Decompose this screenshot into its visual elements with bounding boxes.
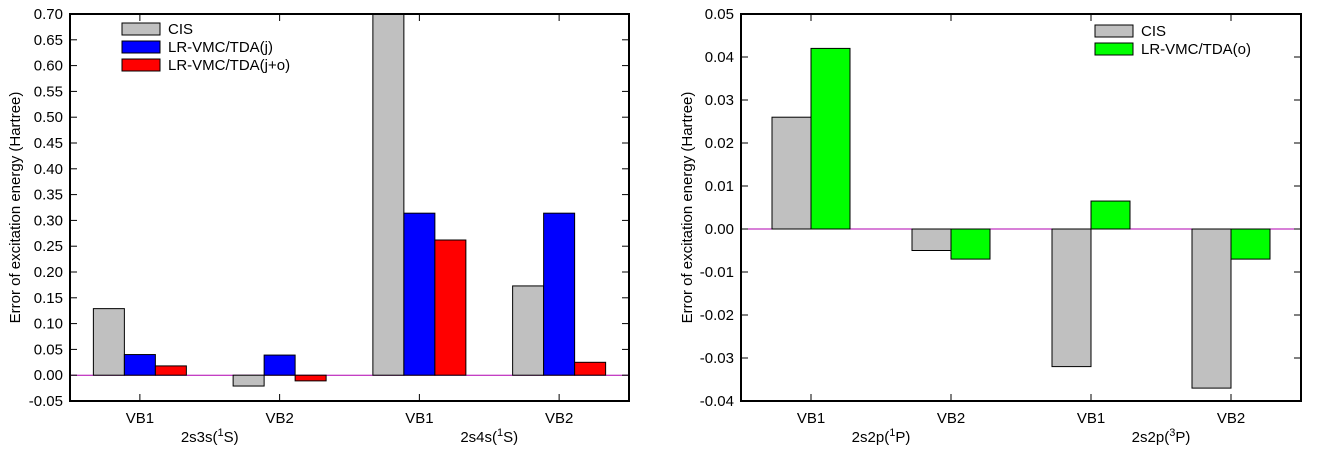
bar-lr-vmc-tda-j--3 (403, 212, 436, 376)
y-tick-label: 0.55 (34, 83, 63, 100)
x-group-label: 2s3s(1S) (181, 427, 239, 446)
bar-lr-vmc-tda-j--1 (123, 354, 156, 376)
y-tick-label: 0.01 (705, 178, 734, 195)
y-tick-label: 0.10 (34, 316, 63, 333)
plot-frame (69, 13, 630, 402)
y-tick-label: 0.02 (705, 135, 734, 152)
x-category-label: VB2 (1217, 410, 1245, 427)
y-tick-label: 0.20 (34, 264, 63, 281)
bar-lr-vmc-tda-o--4 (1230, 228, 1271, 260)
bar-lr-vmc-tda-j-o--3 (434, 239, 467, 376)
y-tick-label: 0.05 (34, 341, 63, 358)
bar-cis-1 (92, 308, 125, 376)
legend-swatch-lr-vmc-tda-j-o- (121, 58, 161, 72)
y-tick-label: 0.50 (34, 109, 63, 126)
x-group-label: 2s4s(1S) (460, 427, 518, 446)
y-tick-label: 0.45 (34, 135, 63, 152)
bar-lr-vmc-tda-o--1 (810, 47, 851, 230)
y-tick-label: -0.01 (700, 264, 734, 281)
y-tick-label: -0.03 (700, 350, 734, 367)
legend-swatch-lr-vmc-tda-j- (121, 40, 161, 54)
y-tick-label: 0.40 (34, 161, 63, 178)
bar-lr-vmc-tda-j--2 (263, 354, 296, 376)
y-tick-label: 0.15 (34, 290, 63, 307)
bar-cis-2 (911, 228, 952, 251)
y-tick-label: 0.60 (34, 58, 63, 75)
x-category-label: VB2 (545, 410, 573, 427)
legend-label: LR-VMC/TDA(j) (168, 39, 273, 56)
legend-label: LR-VMC/TDA(j+o) (168, 57, 290, 74)
y-tick-label: 0.30 (34, 212, 63, 229)
x-category-label: VB2 (265, 410, 293, 427)
y-tick-label: 0.03 (705, 92, 734, 109)
y-tick-label: 0.25 (34, 238, 63, 255)
x-category-label: VB1 (797, 410, 825, 427)
bar-lr-vmc-tda-j--4 (543, 212, 576, 376)
legend-swatch-lr-vmc-tda-o- (1094, 42, 1134, 56)
legend-swatch-cis (1094, 24, 1134, 38)
x-category-label: VB2 (937, 410, 965, 427)
bar-cis-2 (232, 374, 265, 387)
y-tick-label: -0.05 (29, 393, 63, 410)
y-tick-label: 0.65 (34, 32, 63, 49)
bar-cis-3 (372, 13, 405, 376)
legend-label: CIS (1141, 23, 1166, 40)
plot-frame (740, 13, 1302, 402)
y-tick-label: 0.05 (705, 6, 734, 23)
bar-cis-4 (512, 285, 545, 376)
chart-left: -0.05 0.00 0.05 0.10 0.15 0.20 0.25 0.30 0.35 0.4… (7, 6, 630, 446)
y-tick-label: 0.00 (705, 221, 734, 238)
bar-lr-vmc-tda-j-o--1 (154, 365, 187, 376)
legend-label: LR-VMC/TDA(o) (1141, 41, 1251, 58)
bar-lr-vmc-tda-j-o--4 (574, 361, 607, 376)
x-category-label: VB1 (405, 410, 433, 427)
legend-label: CIS (168, 21, 193, 38)
y-tick-label: 0.70 (34, 6, 63, 23)
x-group-label: 2s2p(3P) (1132, 427, 1191, 446)
legend-swatch-cis (121, 22, 161, 36)
chart-right: -0.04 -0.03 -0.02 -0.01 0.00 0.01 0.02 0.03 0.04… (679, 6, 1302, 446)
x-category-label: VB1 (1077, 410, 1105, 427)
bar-lr-vmc-tda-j-o--2 (294, 374, 327, 382)
bar-lr-vmc-tda-o--3 (1090, 200, 1131, 230)
y-tick-label: 0.35 (34, 187, 63, 204)
y-tick-label: 0.00 (34, 367, 63, 384)
y-tick-label: 0.04 (705, 49, 734, 66)
x-category-label: VB1 (126, 410, 154, 427)
y-axis-title: Error of excitation energy (Hartree) (679, 92, 696, 324)
bar-cis-3 (1051, 228, 1092, 368)
bar-cis-4 (1191, 228, 1232, 389)
y-axis-title: Error of excitation energy (Hartree) (7, 92, 24, 324)
bar-cis-1 (771, 116, 812, 230)
x-group-label: 2s2p(1P) (852, 427, 911, 446)
y-tick-label: -0.04 (700, 393, 734, 410)
bar-lr-vmc-tda-o--2 (950, 228, 991, 260)
y-tick-label: -0.02 (700, 307, 734, 324)
